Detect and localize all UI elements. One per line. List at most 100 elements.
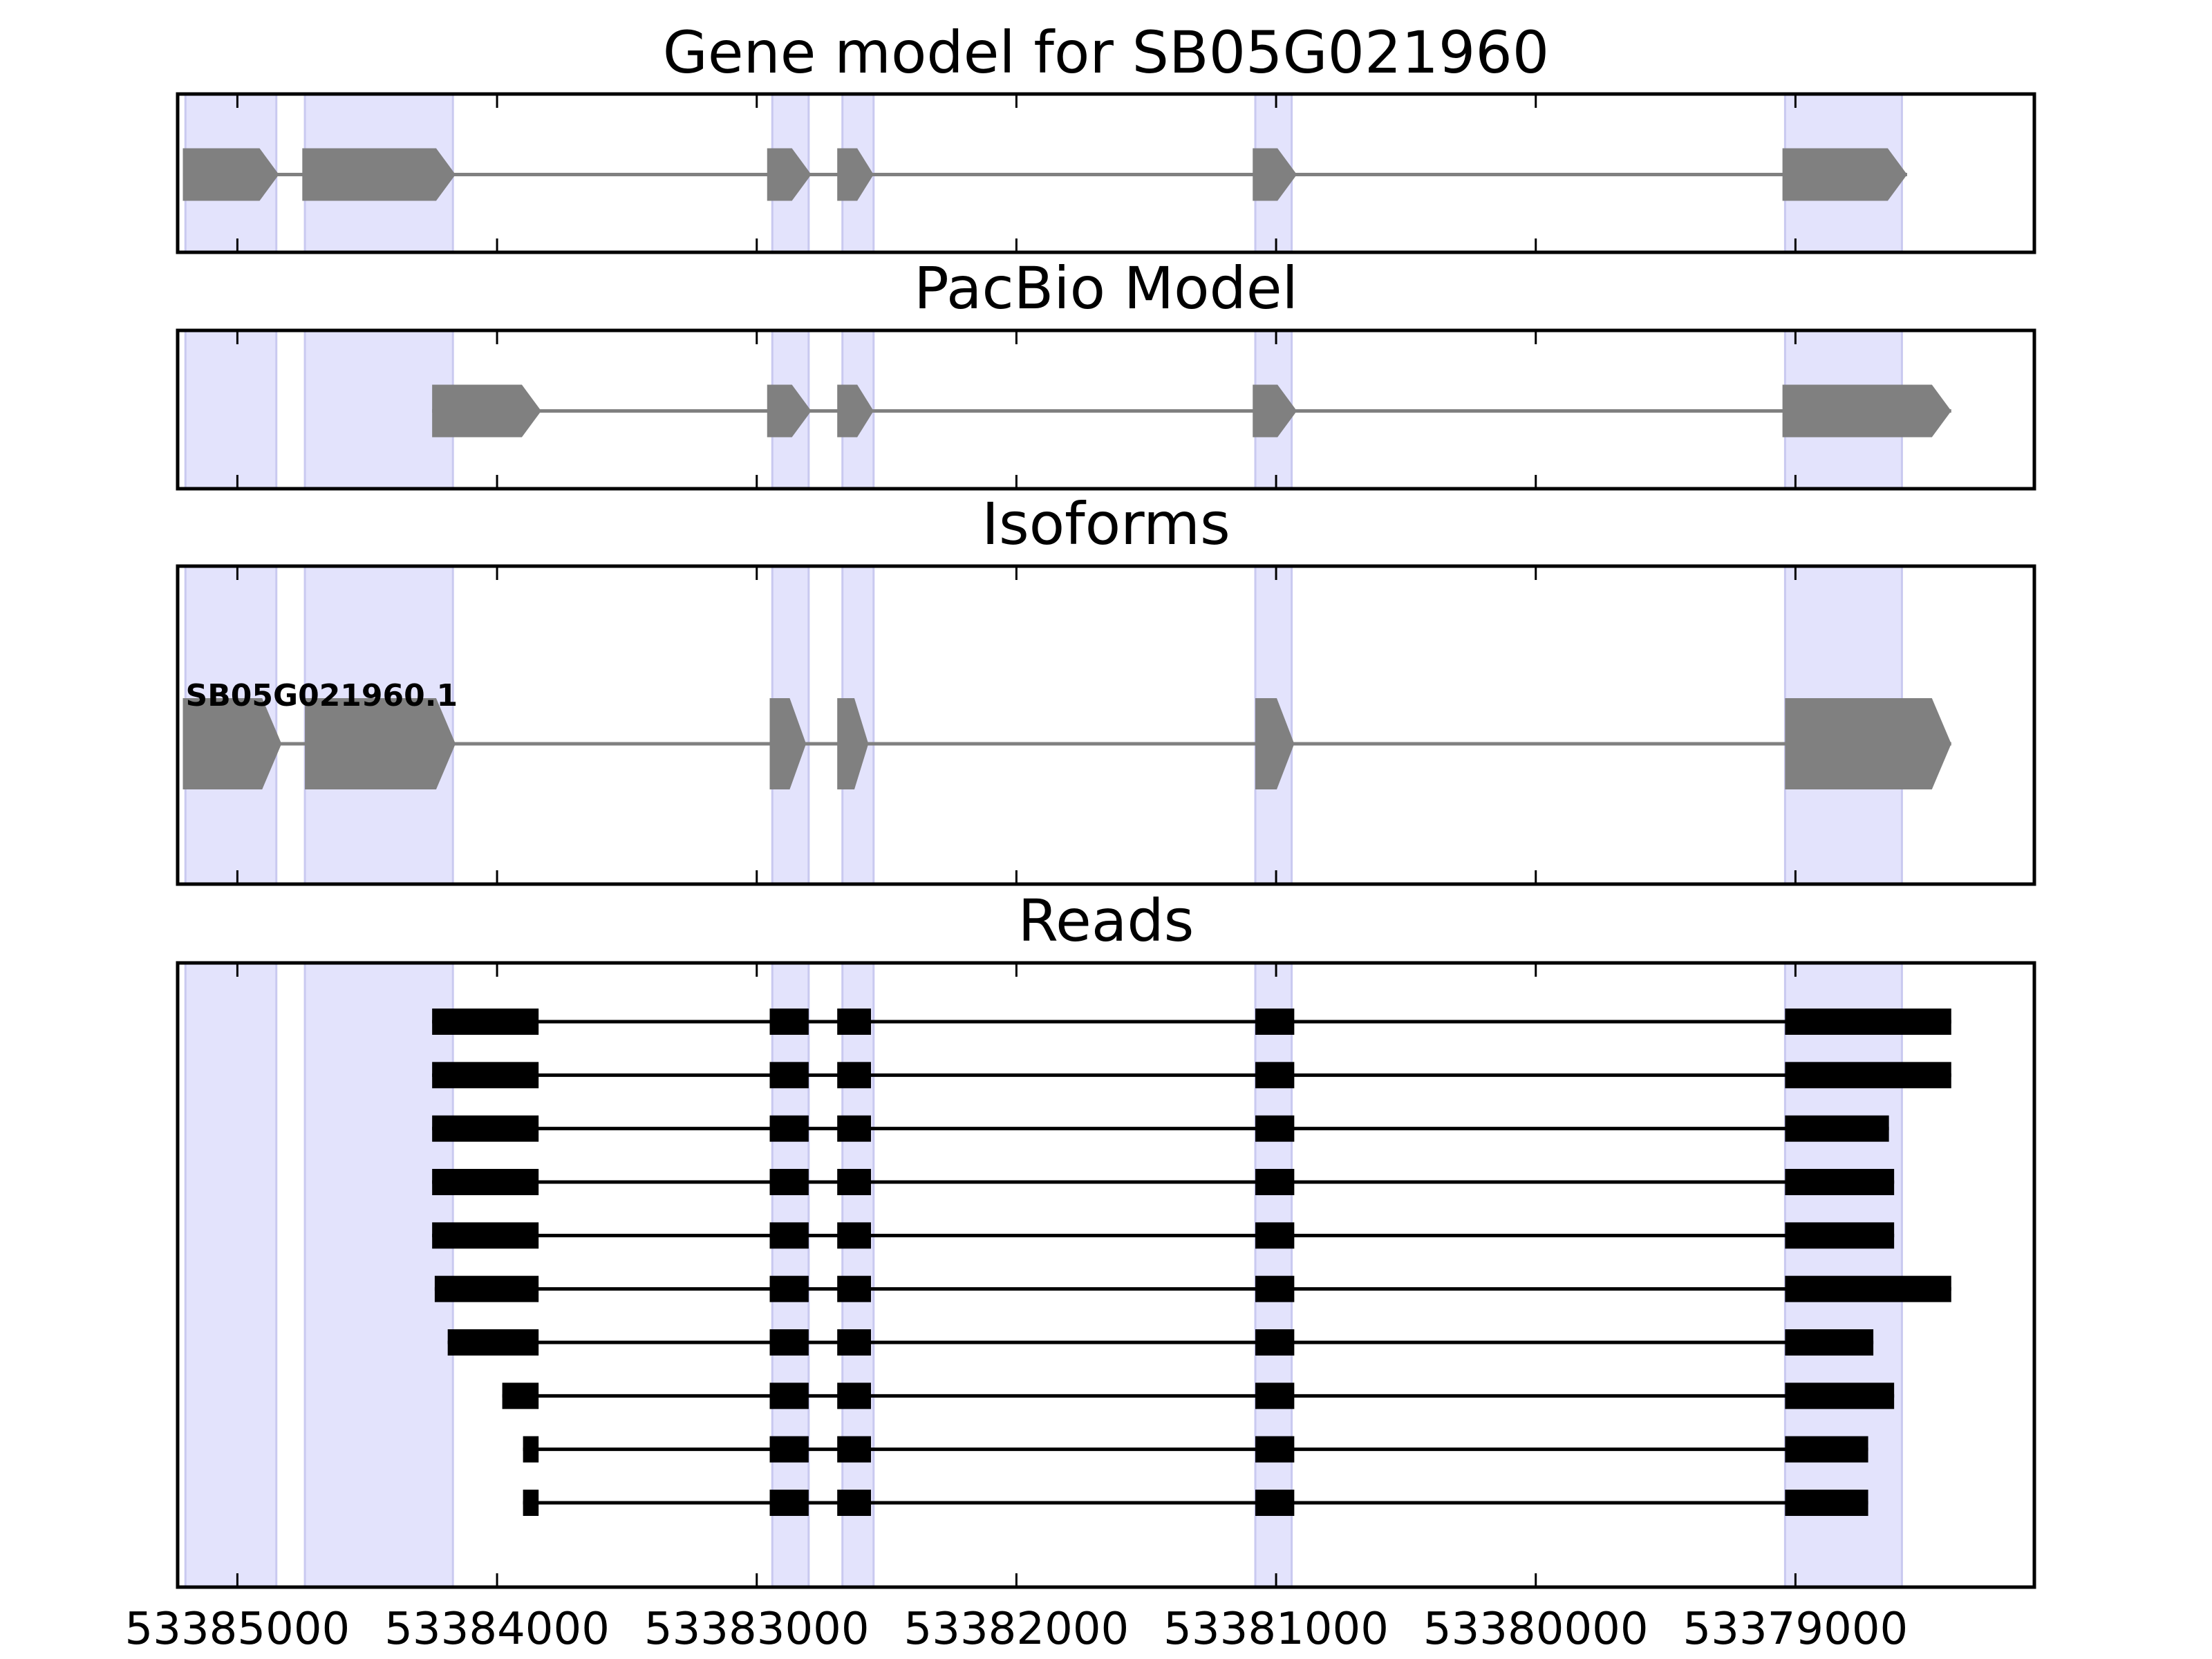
panel-title: Gene model for SB05G021960 xyxy=(663,19,1549,86)
read-2 xyxy=(432,1062,1951,1089)
read-block xyxy=(1785,1009,1951,1035)
read-block xyxy=(769,1329,809,1356)
exon-highlight-band xyxy=(184,962,278,1588)
read-block xyxy=(1255,1115,1295,1142)
read-block xyxy=(1785,1062,1951,1089)
panel-frame xyxy=(176,92,2036,254)
read-block xyxy=(837,1436,872,1463)
exon-block xyxy=(432,384,541,438)
x-tick-label: 53383000 xyxy=(644,1604,870,1655)
exon-block xyxy=(1253,384,1297,438)
read-block xyxy=(447,1329,539,1356)
read-9 xyxy=(523,1436,1868,1463)
exon-block xyxy=(767,384,812,438)
exon-block xyxy=(1782,384,1951,438)
read-block xyxy=(432,1169,539,1195)
exon-block xyxy=(182,698,282,789)
exon-highlight-band xyxy=(184,329,278,490)
read-block xyxy=(1255,1009,1295,1035)
exon-block xyxy=(305,698,456,789)
read-block xyxy=(837,1115,872,1142)
panel-frame xyxy=(176,328,2036,491)
exon-block xyxy=(837,148,874,201)
read-block xyxy=(1785,1436,1868,1463)
read-block xyxy=(1785,1382,1895,1409)
read-block xyxy=(837,1382,872,1409)
panel-4: Reads xyxy=(176,887,2036,1589)
read-block xyxy=(769,1222,809,1249)
read-4 xyxy=(432,1169,1895,1195)
read-block xyxy=(1785,1490,1868,1516)
read-block xyxy=(1255,1436,1295,1463)
panel-1: Gene model for SB05G021960 xyxy=(176,19,2036,254)
read-6 xyxy=(434,1275,1951,1302)
read-block xyxy=(769,1169,809,1195)
read-5 xyxy=(432,1222,1895,1249)
read-block xyxy=(432,1062,539,1089)
read-3 xyxy=(432,1115,1889,1142)
exon-block xyxy=(182,148,279,201)
read-block xyxy=(837,1009,872,1035)
isoform-label: SB05G021960.1 xyxy=(186,678,458,713)
read-block xyxy=(1255,1382,1295,1409)
read-block xyxy=(769,1382,809,1409)
read-block xyxy=(1255,1222,1295,1249)
read-block xyxy=(837,1490,872,1516)
exon-highlight-band xyxy=(303,962,454,1588)
exon-block xyxy=(767,148,812,201)
panel-title: Reads xyxy=(1018,887,1194,955)
read-block xyxy=(837,1222,872,1249)
read-8 xyxy=(502,1382,1895,1409)
exon-block xyxy=(1785,698,1951,789)
read-block xyxy=(502,1382,539,1409)
read-block xyxy=(837,1275,872,1302)
read-block xyxy=(434,1275,539,1302)
read-block xyxy=(523,1436,539,1463)
panel-frame xyxy=(176,564,2036,886)
read-block xyxy=(1255,1490,1295,1516)
x-tick-label: 53379000 xyxy=(1683,1604,1909,1655)
read-block xyxy=(769,1062,809,1089)
read-block xyxy=(769,1490,809,1516)
panel-frame xyxy=(176,961,2036,1589)
read-block xyxy=(432,1009,539,1035)
panel-title: PacBio Model xyxy=(914,254,1298,322)
read-block xyxy=(837,1169,872,1195)
read-block xyxy=(1255,1169,1295,1195)
exon-block xyxy=(769,698,807,789)
read-block xyxy=(1255,1275,1295,1302)
exon-block xyxy=(302,148,456,201)
read-block xyxy=(432,1115,539,1142)
exon-block xyxy=(837,698,869,789)
x-tick-label: 53381000 xyxy=(1163,1604,1389,1655)
exon-highlight-band xyxy=(303,329,454,490)
read-block xyxy=(1255,1062,1295,1089)
read-10 xyxy=(523,1490,1868,1516)
read-block xyxy=(1785,1329,1874,1356)
panel-3: Isoforms SB05G021960.1 xyxy=(176,490,2036,886)
read-1 xyxy=(432,1009,1951,1035)
read-block xyxy=(769,1436,809,1463)
read-block xyxy=(769,1009,809,1035)
read-block xyxy=(1785,1222,1895,1249)
panel-2: PacBio Model xyxy=(176,254,2036,491)
read-block xyxy=(1255,1329,1295,1356)
read-block xyxy=(837,1329,872,1356)
read-block xyxy=(769,1275,809,1302)
read-block xyxy=(837,1062,872,1089)
exon-block xyxy=(1255,698,1295,789)
read-block xyxy=(1785,1275,1951,1302)
read-block xyxy=(1785,1115,1889,1142)
x-tick-label: 53385000 xyxy=(125,1604,350,1655)
exon-block xyxy=(1782,148,1907,201)
exon-block xyxy=(837,384,874,438)
read-block xyxy=(1785,1169,1895,1195)
exon-block xyxy=(1253,148,1297,201)
read-block xyxy=(523,1490,539,1516)
read-7 xyxy=(447,1329,1874,1356)
read-block xyxy=(769,1115,809,1142)
x-tick-label: 53380000 xyxy=(1423,1604,1649,1655)
read-block xyxy=(432,1222,539,1249)
x-tick-label: 53382000 xyxy=(904,1604,1130,1655)
